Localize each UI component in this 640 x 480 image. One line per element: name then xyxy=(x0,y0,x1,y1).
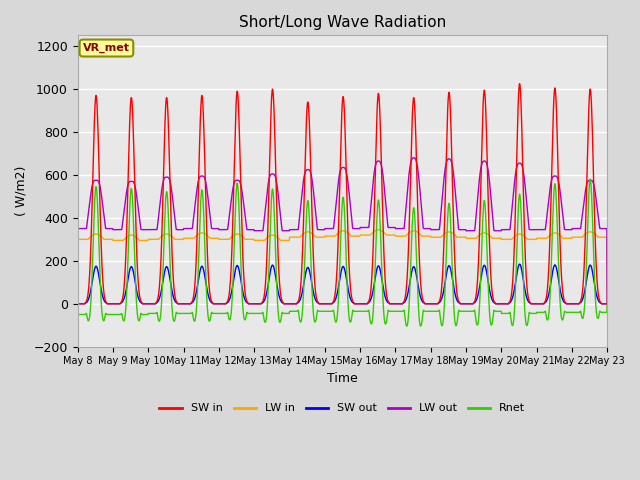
SW in xyxy=(74,301,81,307)
SW out xyxy=(74,301,81,307)
Rnet xyxy=(586,176,594,182)
Rnet xyxy=(497,309,504,314)
SW in xyxy=(369,252,377,257)
LW out xyxy=(74,226,81,231)
Rnet xyxy=(557,306,564,312)
Line: SW out: SW out xyxy=(77,264,607,304)
LW in xyxy=(221,237,229,242)
LW in xyxy=(358,232,365,238)
LW in xyxy=(572,234,579,240)
SW out xyxy=(516,261,524,267)
LW out xyxy=(358,225,365,230)
SW out xyxy=(369,288,377,294)
Rnet xyxy=(358,309,365,314)
SW in xyxy=(557,253,564,259)
LW out xyxy=(497,228,504,234)
LW in xyxy=(74,237,81,242)
Rnet xyxy=(572,310,579,315)
Rnet xyxy=(74,312,81,317)
Y-axis label: ( W/m2): ( W/m2) xyxy=(15,166,28,216)
Line: LW in: LW in xyxy=(77,229,607,304)
SW out xyxy=(557,289,564,295)
SW in xyxy=(221,301,229,307)
Line: Rnet: Rnet xyxy=(77,179,607,326)
LW out xyxy=(572,226,579,231)
LW in xyxy=(369,229,377,235)
SW in xyxy=(496,301,504,307)
Text: VR_met: VR_met xyxy=(83,43,130,53)
SW in xyxy=(604,301,611,307)
SW out xyxy=(496,301,504,307)
SW in xyxy=(516,81,524,86)
LW in xyxy=(374,227,382,232)
Title: Short/Long Wave Radiation: Short/Long Wave Radiation xyxy=(239,15,446,30)
LW out xyxy=(369,181,377,187)
LW out xyxy=(221,227,229,232)
LW out xyxy=(557,192,564,198)
Rnet xyxy=(221,311,229,316)
LW in xyxy=(604,301,611,307)
SW in xyxy=(572,301,579,307)
LW out xyxy=(410,155,417,161)
Rnet xyxy=(369,312,377,318)
X-axis label: Time: Time xyxy=(327,372,358,385)
Rnet xyxy=(604,301,611,307)
SW out xyxy=(221,301,229,307)
Legend: SW in, LW in, SW out, LW out, Rnet: SW in, LW in, SW out, LW out, Rnet xyxy=(155,399,530,418)
LW in xyxy=(557,233,564,239)
SW in xyxy=(358,301,365,307)
SW out xyxy=(358,301,365,307)
LW out xyxy=(604,301,611,307)
Rnet xyxy=(403,323,411,329)
SW out xyxy=(604,301,611,307)
LW in xyxy=(497,235,504,241)
SW out xyxy=(572,301,579,307)
Line: LW out: LW out xyxy=(77,158,607,304)
Line: SW in: SW in xyxy=(77,84,607,304)
